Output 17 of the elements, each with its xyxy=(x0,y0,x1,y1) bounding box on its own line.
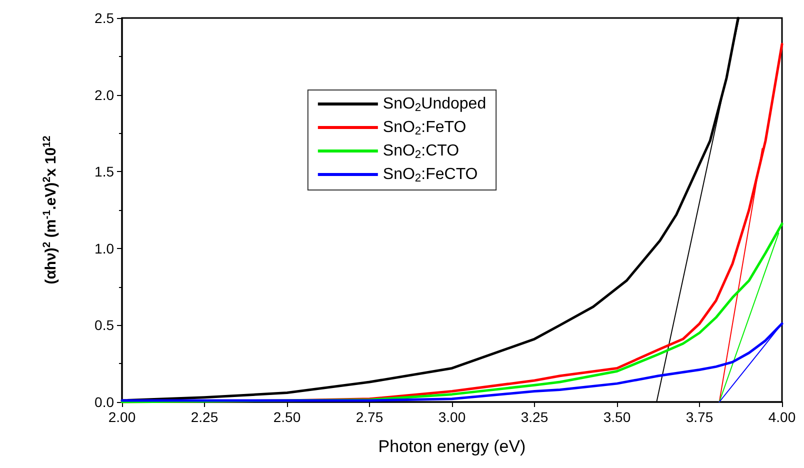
y-axis-title: (αhν)2 (m-1.eV)2x 1012 xyxy=(41,136,60,284)
x-tick-label: 3.00 xyxy=(438,409,466,425)
x-tick-label: 2.25 xyxy=(190,409,218,425)
y-tick-label: 1.0 xyxy=(94,240,114,256)
y-tick-label: 1.5 xyxy=(94,164,114,180)
y-tick-label: 2.0 xyxy=(94,86,114,103)
y-tick-label: 2.5 xyxy=(94,10,114,26)
y-tick-label: 0.5 xyxy=(94,317,114,334)
x-tick-label: 4.00 xyxy=(768,409,796,425)
x-tick-label: 2.00 xyxy=(108,409,136,425)
x-tick-label: 3.25 xyxy=(520,409,548,425)
x-axis-title: Photon energy (eV) xyxy=(378,437,526,456)
x-tick-label: 3.50 xyxy=(603,409,631,425)
y-tick-label: 0.0 xyxy=(94,394,114,410)
x-tick-label: 2.75 xyxy=(356,409,384,425)
x-tick-label: 3.75 xyxy=(686,409,714,425)
x-tick-label: 2.50 xyxy=(273,409,301,425)
